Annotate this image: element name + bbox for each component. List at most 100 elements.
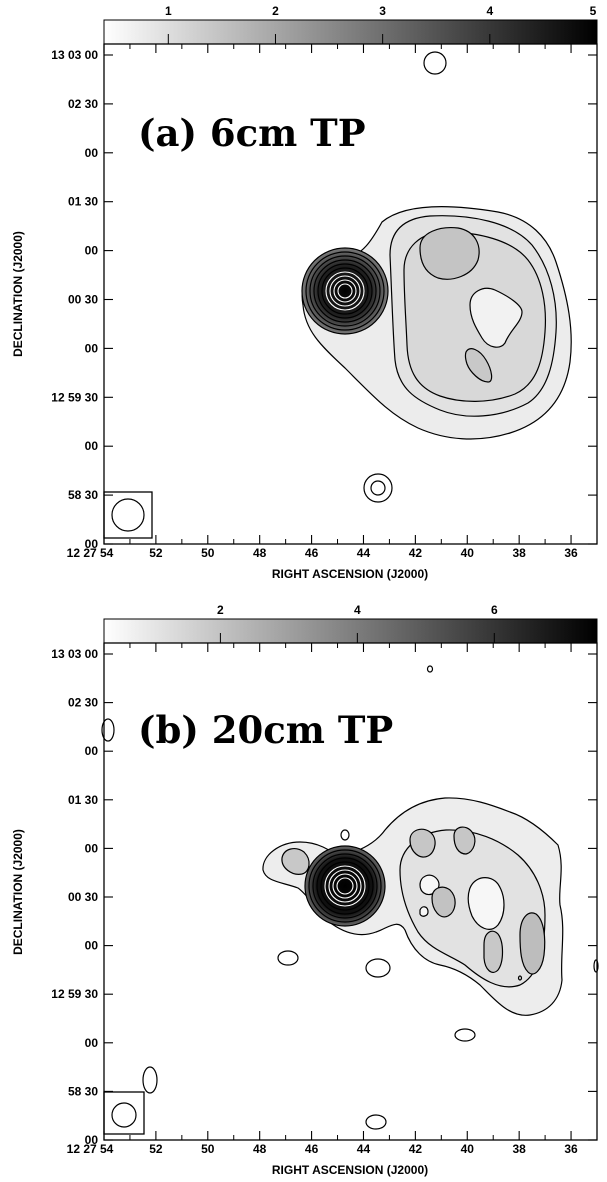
lobe-b-peak-1 <box>409 828 436 858</box>
core-contour-ring <box>336 877 354 895</box>
y-tick-label: 02 30 <box>68 97 98 111</box>
core-a-contours <box>301 247 389 335</box>
lobe-a-peak-1 <box>419 227 480 280</box>
x-tick-label: 40 <box>461 1142 475 1156</box>
colorbar-b-ticks: 2 4 6 <box>217 603 498 643</box>
blob-b-10 <box>517 975 523 981</box>
blob-b-2 <box>426 665 434 673</box>
core-contour-ring <box>305 251 385 331</box>
x-tick-label: 48 <box>253 546 267 560</box>
x-tick-label: 48 <box>253 1142 267 1156</box>
lobe-a-peak-2 <box>464 348 493 383</box>
source-a-bottom-outer <box>363 473 393 503</box>
colorbar-tick-label: 4 <box>354 603 361 617</box>
core-contour-ring <box>304 845 386 927</box>
y-tick-label: 00 <box>85 939 99 953</box>
plot-area-b <box>101 665 599 1135</box>
x-tick-label: 46 <box>305 546 319 560</box>
panel-title-a: (a) 6cm TP <box>138 111 366 155</box>
x-tick-label: 46 <box>305 1142 319 1156</box>
x-tick-label: 44 <box>357 546 371 560</box>
beam-box-b <box>103 1091 145 1135</box>
x-tick-label: 42 <box>409 1142 423 1156</box>
y-tick-label: 13 03 00 <box>51 647 98 661</box>
lobe-b-hole-3 <box>419 906 429 917</box>
axes-a: 12 27 54 52 50 48 46 44 42 40 38 36 13 03 00 02 30 0… <box>51 44 598 560</box>
source-a-top <box>423 51 447 75</box>
x-axis-label-b: RIGHT ASCENSION (J2000) <box>272 1163 428 1177</box>
y-tick-label: 00 30 <box>68 890 98 904</box>
core-b-contours <box>304 845 386 927</box>
y-tick-label: 12 59 30 <box>51 390 98 404</box>
lobe-b-peak-6 <box>281 848 310 875</box>
colorbar-tick-label: 5 <box>590 4 597 18</box>
x-tick-label: 36 <box>564 546 578 560</box>
blob-b-8 <box>365 1114 387 1130</box>
colorbar-tick-label: 3 <box>379 4 386 18</box>
core-contour-ring <box>309 255 381 327</box>
y-tick-label: 00 <box>85 439 99 453</box>
lobe-b-peak-4 <box>519 912 546 975</box>
core-contour-ring <box>308 849 382 923</box>
colorbar-tick-label: 2 <box>217 603 224 617</box>
y-axis-label-a: DECLINATION (J2000) <box>11 231 25 357</box>
axes-b: 12 27 54 52 50 48 46 44 42 40 38 36 13 03 00 02 30 0… <box>51 643 598 1156</box>
y-tick-label: 58 30 <box>68 488 98 502</box>
y-tick-label: 00 <box>85 744 99 758</box>
colorbar-a: 1 2 3 4 5 <box>103 4 598 45</box>
core-contour-ring <box>320 861 370 911</box>
x-tick-label: 42 <box>409 546 423 560</box>
y-tick-label: 00 <box>85 1133 99 1147</box>
plot-frame-b <box>103 642 598 1141</box>
core-contour-ring <box>333 279 357 303</box>
y-tick-label: 58 30 <box>68 1084 98 1098</box>
beam-a <box>111 498 145 532</box>
core-contour-ring <box>329 275 361 307</box>
y-tick-label: 00 <box>85 841 99 855</box>
core-contour-ring <box>316 857 374 915</box>
core-contour-ring <box>301 247 389 335</box>
blob-b-5 <box>365 958 391 978</box>
lobe-a-hole <box>469 287 523 348</box>
x-tick-label: 12 27 54 <box>67 1142 114 1156</box>
x-tick-label: 38 <box>512 546 526 560</box>
core-contour-ring <box>337 283 353 299</box>
plot-frame-a <box>103 43 598 545</box>
x-tick-label: 50 <box>201 1142 215 1156</box>
x-tick-label: 36 <box>564 1142 578 1156</box>
blob-b-7 <box>142 1066 158 1094</box>
core-contour-ring <box>317 263 373 319</box>
lobe-b-hole-1 <box>467 877 505 930</box>
core-contour-ring <box>313 259 377 323</box>
source-a-bottom-inner <box>370 480 386 496</box>
x-axis-label-a: RIGHT ASCENSION (J2000) <box>272 567 428 581</box>
lobe-b-peak-5 <box>483 930 504 973</box>
y-tick-label: 00 30 <box>68 293 98 307</box>
x-tick-label: 44 <box>357 1142 371 1156</box>
y-tick-label: 00 <box>85 1036 99 1050</box>
core-contour-ring <box>332 873 358 899</box>
colorbar-tick-label: 4 <box>486 4 493 18</box>
colorbar-a-ticks: 1 2 3 4 5 <box>165 4 598 44</box>
x-tick-label: 40 <box>461 546 475 560</box>
y-tick-label: 01 30 <box>68 793 98 807</box>
x-tick-label: 12 27 54 <box>67 546 114 560</box>
blob-b-6 <box>454 1028 476 1042</box>
colorbar-b: 2 4 6 <box>103 603 598 644</box>
panel-title-b: (b) 20cm TP <box>138 708 393 752</box>
plot-area-a <box>103 51 572 539</box>
colorbar-b-gradient <box>103 618 598 644</box>
x-tick-label: 50 <box>201 546 215 560</box>
colorbar-tick-label: 1 <box>165 4 172 18</box>
blob-b-9 <box>593 959 599 973</box>
colorbar-tick-label: 2 <box>272 4 279 18</box>
y-tick-label: 00 <box>85 341 99 355</box>
x-tick-label: 52 <box>149 546 163 560</box>
y-tick-label: 00 <box>85 244 99 258</box>
y-tick-label: 13 03 00 <box>51 48 98 62</box>
colorbar-a-gradient <box>103 19 598 45</box>
core-contour-ring <box>328 869 362 903</box>
panel-a: 1 2 3 4 5 12 27 54 52 50 48 46 44 42 40 38 36 13 03 00… <box>11 4 598 581</box>
